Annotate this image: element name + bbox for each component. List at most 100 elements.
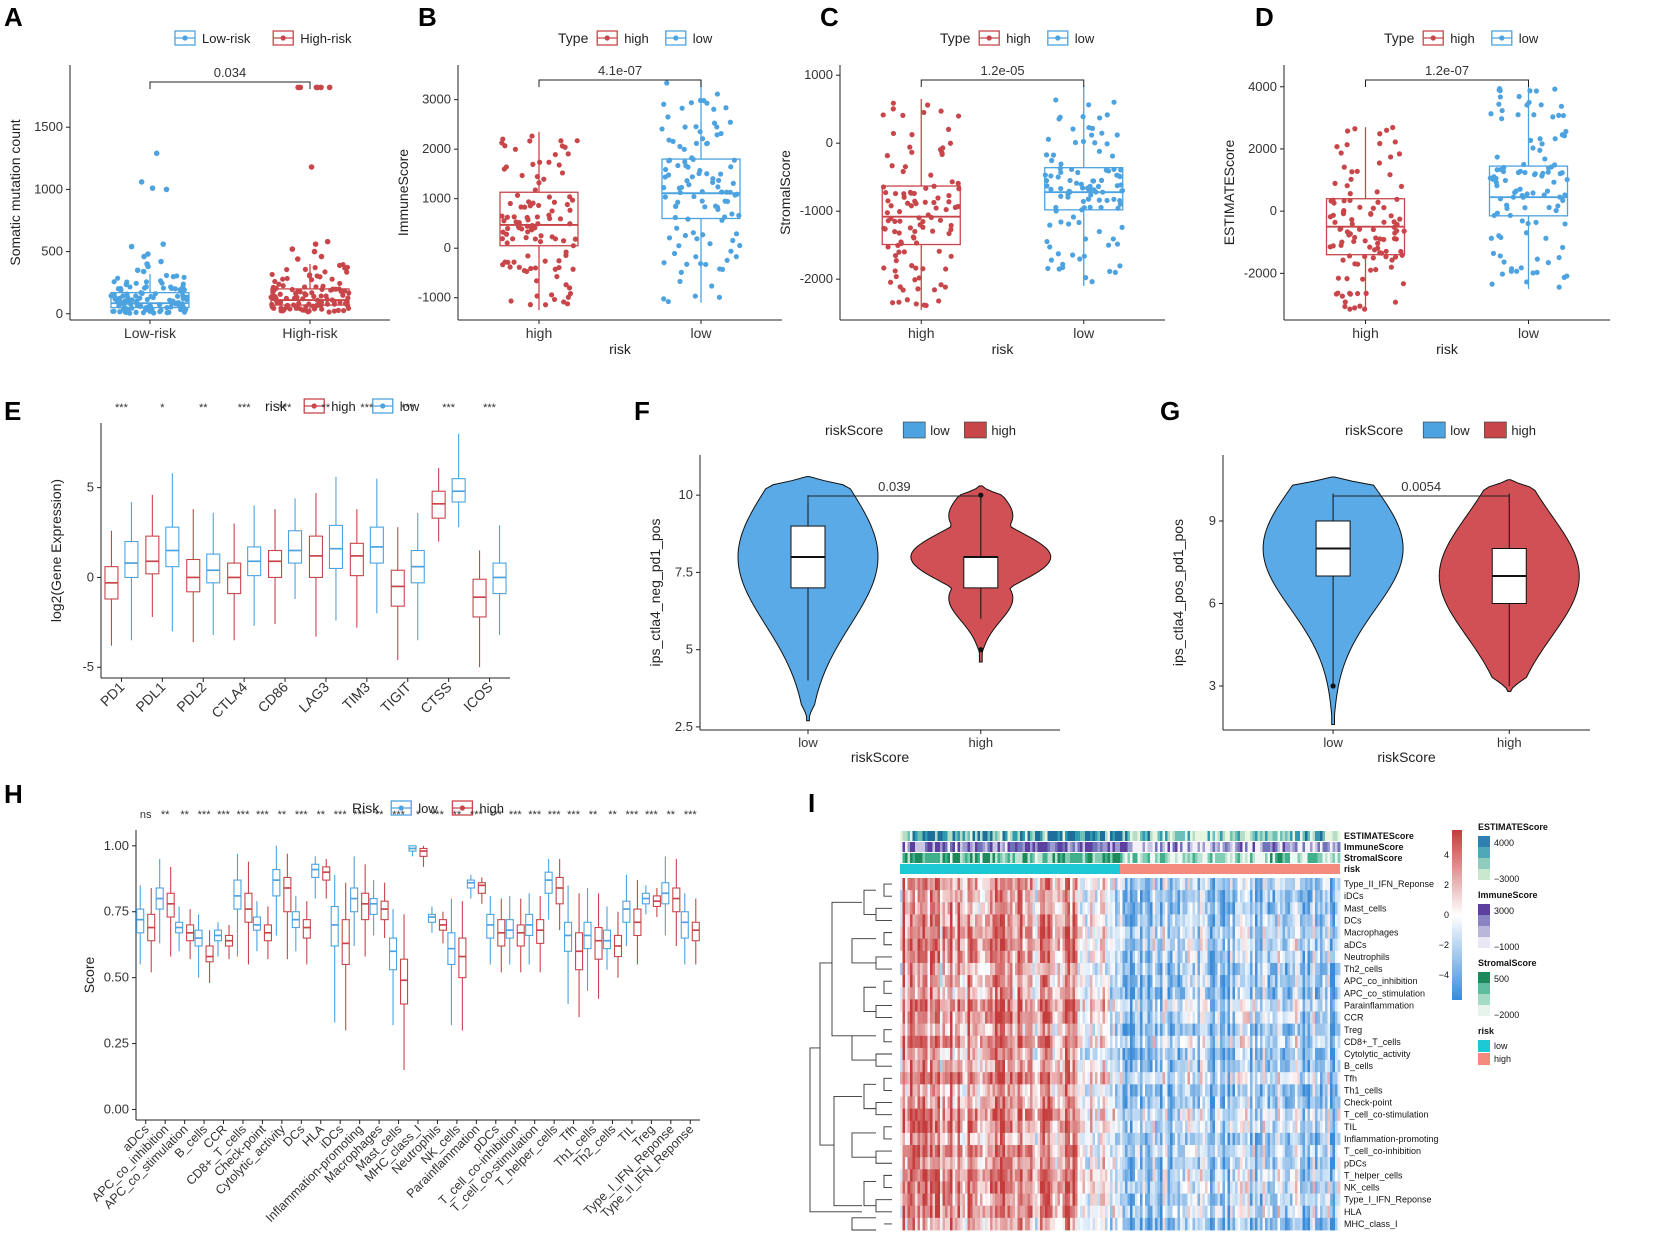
data-point xyxy=(933,205,939,211)
heatmap-cell xyxy=(1022,938,1026,952)
heatmap-cell xyxy=(1247,1023,1251,1037)
heatmap-cell xyxy=(1252,1047,1256,1061)
heatmap-cell xyxy=(1152,1011,1156,1025)
heatmap-cell xyxy=(947,1023,951,1037)
heatmap-cell xyxy=(1115,890,1118,903)
annotation-cell xyxy=(1115,842,1118,852)
annotation-cell xyxy=(1212,842,1216,852)
annotation-cell xyxy=(950,853,953,863)
annotation-cell xyxy=(1175,853,1178,863)
heatmap-cell xyxy=(1027,1011,1031,1025)
heatmap-cell xyxy=(1282,1047,1286,1061)
data-point xyxy=(526,199,532,205)
heatmap-cell xyxy=(1090,926,1093,940)
heatmap-cell xyxy=(1137,1023,1141,1037)
heatmap-cell xyxy=(1162,1035,1166,1049)
annotation-cell xyxy=(1060,831,1063,841)
heatmap-cell xyxy=(1052,1060,1056,1073)
heatmap-cell xyxy=(1012,902,1016,915)
heatmap-cell xyxy=(1210,987,1213,1000)
heatmap-cell xyxy=(1282,962,1286,976)
data-point xyxy=(167,297,173,303)
heatmap-cell xyxy=(1255,926,1258,940)
heatmap-cell xyxy=(1040,1047,1043,1061)
heatmap-cell xyxy=(942,1011,946,1025)
heatmap-cell xyxy=(1130,1023,1133,1037)
heatmap-cell xyxy=(1215,1047,1218,1061)
heatmap-cell xyxy=(1140,926,1143,940)
heatmap-cell xyxy=(1147,1035,1151,1049)
heatmap-cell xyxy=(942,914,946,927)
legend-label: low xyxy=(1075,31,1095,46)
annotation-cell xyxy=(1055,842,1058,852)
heatmap-cell xyxy=(970,1023,973,1037)
data-point xyxy=(1519,218,1525,224)
box xyxy=(227,562,242,595)
heatmap-cell xyxy=(1200,890,1203,903)
heatmap-cell xyxy=(1262,902,1266,915)
heatmap-cell xyxy=(945,1072,948,1085)
heatmap-cell xyxy=(1270,999,1273,1012)
annotation-cell xyxy=(1200,842,1203,852)
heatmap-cell xyxy=(932,950,936,964)
heatmap-cell xyxy=(1187,938,1191,952)
heatmap-cell xyxy=(970,1072,973,1085)
heatmap-cell xyxy=(1067,962,1071,976)
heatmap-cell xyxy=(1185,902,1188,915)
annotation-cell xyxy=(1307,842,1311,852)
annotation-cell xyxy=(1155,831,1158,841)
heatmap-cell xyxy=(1000,1023,1003,1037)
outlier-point xyxy=(153,150,160,157)
legend-title: Type xyxy=(1384,30,1415,46)
heatmap-cell xyxy=(1160,914,1163,927)
heatmap-cell xyxy=(982,878,986,891)
annotation-cell xyxy=(1215,831,1218,841)
heatmap-cell xyxy=(1092,999,1096,1012)
legend-key-dot xyxy=(986,35,992,41)
heatmap-cell xyxy=(952,1072,956,1085)
heatmap-cell xyxy=(1245,1060,1248,1073)
heatmap-cell xyxy=(1337,1011,1341,1025)
heatmap-cell xyxy=(1032,926,1036,940)
heatmap-cell xyxy=(992,914,996,927)
annotation-cell xyxy=(1062,831,1066,841)
data-point xyxy=(904,297,910,303)
heatmap-cell xyxy=(1082,987,1086,1000)
box xyxy=(1044,167,1124,211)
heatmap-cell xyxy=(965,878,968,891)
heatmap-cell xyxy=(1112,950,1116,964)
heatmap-cell xyxy=(1062,890,1066,903)
heatmap-cell xyxy=(1152,975,1156,988)
heatmap-cell xyxy=(1160,890,1163,903)
heatmap-cell xyxy=(942,890,946,903)
heatmap-cell xyxy=(992,999,996,1012)
data-point xyxy=(1557,171,1563,177)
heatmap-cell xyxy=(1240,1011,1243,1025)
heatmap-cell xyxy=(1190,902,1193,915)
heatmap-cell xyxy=(1265,878,1268,891)
heatmap-cell xyxy=(1220,914,1223,927)
data-point xyxy=(297,289,303,295)
heatmap-cell xyxy=(1270,1011,1273,1025)
heatmap-cell xyxy=(1312,962,1316,976)
heatmap-cell xyxy=(1215,1011,1218,1025)
annotation-cell xyxy=(1110,831,1113,841)
heatmap-cell xyxy=(1300,914,1303,927)
annotation-cell xyxy=(977,853,981,863)
heatmap-cell xyxy=(1312,950,1316,964)
data-point xyxy=(710,176,716,182)
heatmap-cell xyxy=(1002,902,1006,915)
annotation-cell xyxy=(1110,853,1113,863)
x-tick-label: high xyxy=(1352,325,1378,341)
heatmap-cell xyxy=(1275,975,1278,988)
heatmap-cell xyxy=(1312,999,1316,1012)
heatmap-cell xyxy=(1077,1035,1081,1049)
heatmap-cell xyxy=(947,914,951,927)
annotation-cell xyxy=(1315,831,1318,841)
heatmap-cell xyxy=(1175,914,1178,927)
heatmap-cell xyxy=(1045,914,1048,927)
data-point xyxy=(1392,139,1398,145)
annotation-cell xyxy=(1030,842,1033,852)
heatmap-cell xyxy=(1082,999,1086,1012)
heatmap-cell xyxy=(1030,926,1033,940)
